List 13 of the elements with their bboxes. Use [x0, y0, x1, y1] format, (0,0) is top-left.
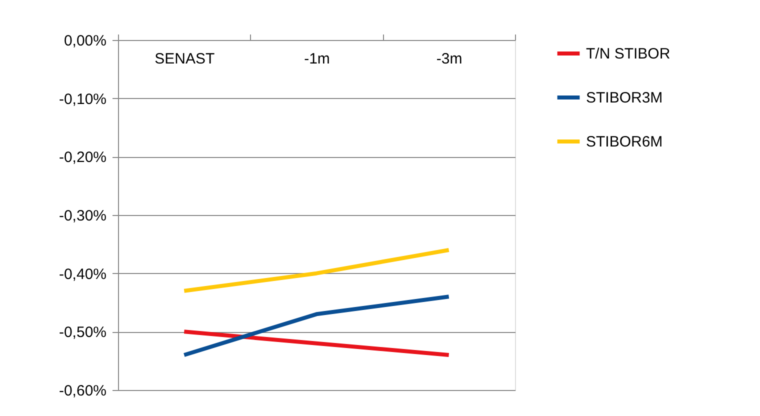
legend-label: T/N STIBOR — [586, 46, 670, 62]
y-tick-label: -0,20% — [58, 149, 106, 166]
y-tick-label: 0,00% — [64, 32, 106, 50]
x-tick-label: -1m — [304, 50, 330, 68]
legend-label: STIBOR6M — [586, 134, 663, 150]
x-tick-label: -3m — [436, 50, 462, 68]
legend-label: STIBOR3M — [586, 90, 663, 106]
x-tick-label: SENAST — [154, 50, 215, 68]
y-tick-label: -0,40% — [58, 266, 106, 283]
y-tick-label: -0,60% — [58, 382, 106, 400]
y-tick-label: -0,30% — [58, 208, 106, 224]
y-tick-label: -0,50% — [58, 324, 106, 342]
y-tick-label: -0,10% — [58, 90, 106, 108]
